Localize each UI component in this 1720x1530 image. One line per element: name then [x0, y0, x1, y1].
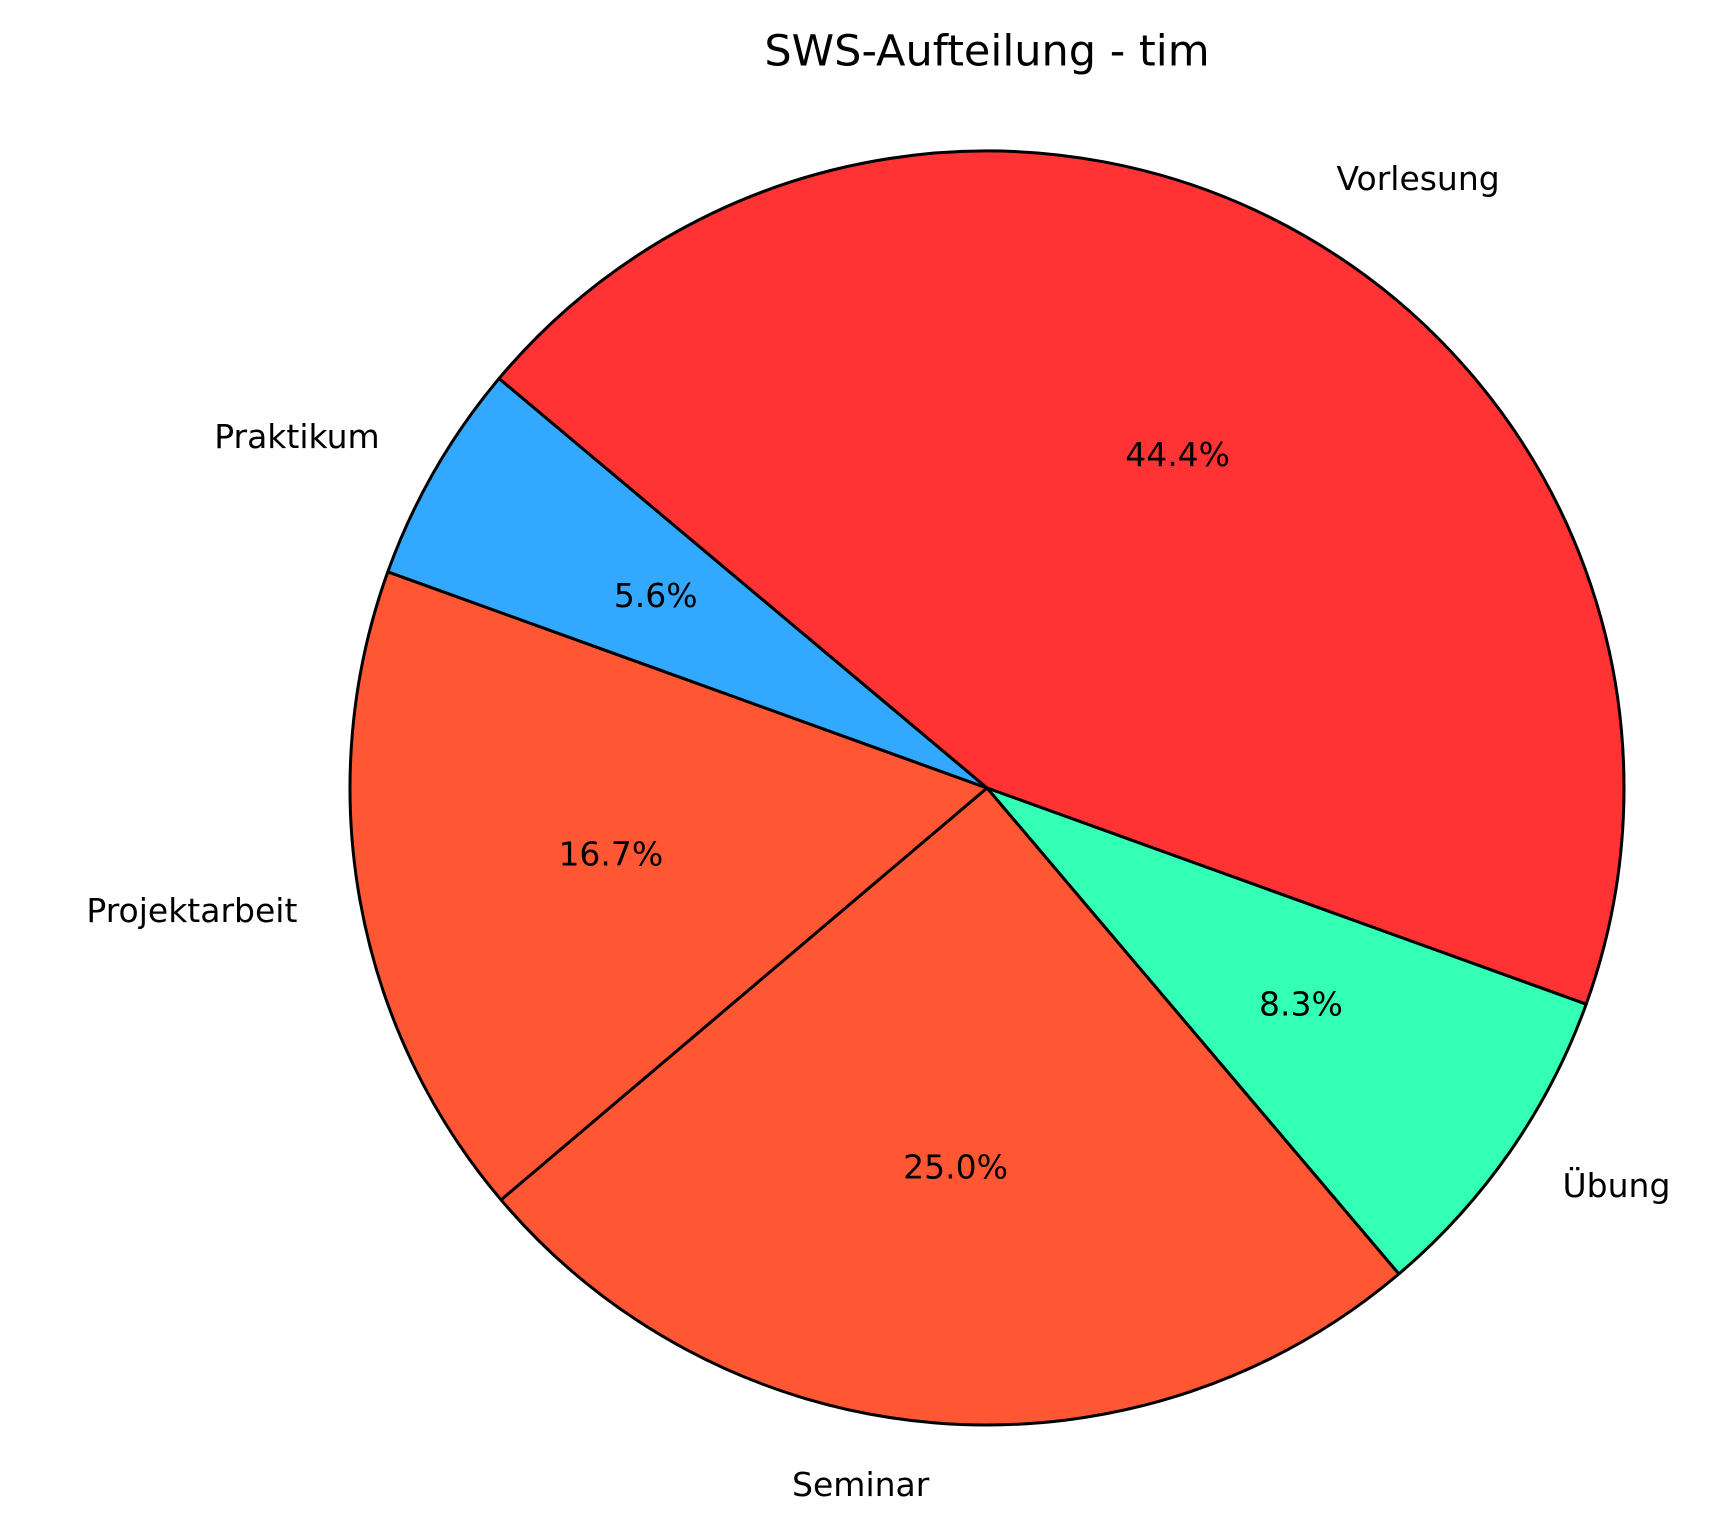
pie-slice	[985, 786, 1588, 1276]
pie-slice	[386, 377, 989, 790]
slice-label: Praktikum	[214, 417, 379, 456]
value-label: 44.4%	[1125, 435, 1230, 474]
pie-slice	[499, 786, 1401, 1427]
chart-title: SWS-Aufteilung - tim	[764, 27, 1209, 77]
slice-label: Vorlesung	[1337, 159, 1500, 198]
value-label: 25.0%	[903, 1147, 1008, 1186]
value-label: 8.3%	[1259, 985, 1343, 1024]
pie-slice	[497, 149, 1626, 1006]
slice-label: Seminar	[792, 1465, 930, 1504]
value-label: 5.6%	[614, 576, 698, 615]
slice-label: Übung	[1563, 1165, 1671, 1205]
pie-slice	[348, 570, 989, 1202]
slice-label: Projektarbeit	[86, 891, 297, 930]
value-label: 16.7%	[558, 834, 663, 873]
